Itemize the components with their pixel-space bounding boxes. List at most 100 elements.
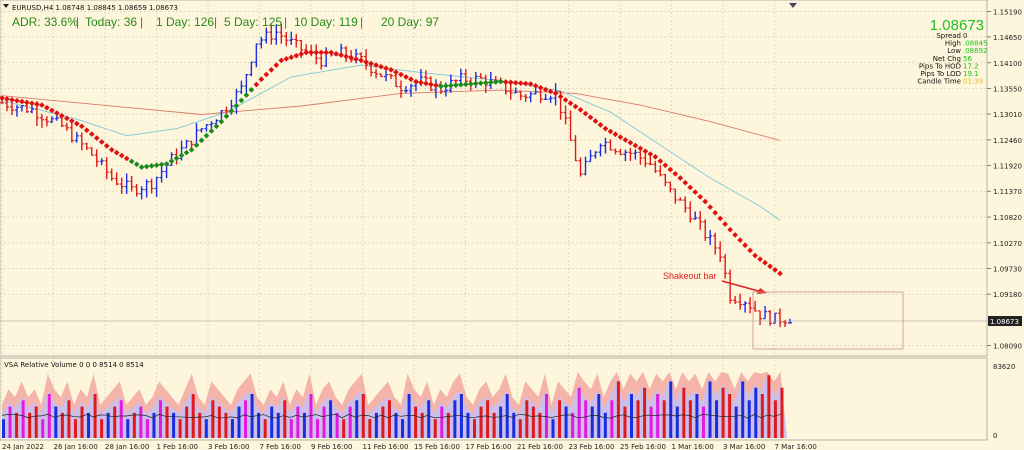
- ema-dot: [557, 93, 564, 100]
- volume-bar: [178, 419, 182, 438]
- volume-bar: [551, 419, 555, 438]
- ema-dot: [587, 114, 594, 121]
- x-tick-label: 21 Feb 16:00: [517, 443, 563, 450]
- volume-bar: [132, 412, 136, 438]
- volume-bar: [145, 419, 149, 438]
- volume-bar: [257, 412, 261, 438]
- ema-dot: [727, 226, 733, 233]
- volume-bar: [309, 394, 313, 438]
- ohlc-bar: [408, 83, 413, 97]
- volume-tick-label: 83620: [993, 363, 1015, 371]
- volume-bar: [302, 412, 306, 438]
- volume-bar: [544, 394, 548, 438]
- collapse-arrow-icon[interactable]: [3, 4, 9, 8]
- volume-bar: [486, 400, 490, 438]
- volume-bar: [106, 412, 110, 438]
- ohlc-bar: [568, 110, 573, 141]
- volume-bar: [230, 419, 234, 438]
- ohlc-bar: [748, 297, 753, 314]
- ohlc-bar: [214, 119, 219, 125]
- volume-bar: [525, 400, 529, 438]
- ema-dot: [68, 118, 75, 124]
- adr-sep-5: |: [360, 15, 363, 29]
- volume-bar: [60, 412, 64, 438]
- ohlc-bar: [294, 34, 299, 48]
- volume-bar: [590, 406, 594, 438]
- x-tick-label: 23 Feb 16:00: [569, 443, 615, 450]
- scroll-arrow-icon[interactable]: [789, 3, 797, 8]
- volume-bar: [387, 400, 391, 438]
- info-row-label: Spread: [936, 32, 961, 40]
- info-row-label: Net Chg: [933, 55, 961, 63]
- ohlc-bar: [259, 36, 264, 49]
- adr-sep-2: |: [140, 15, 143, 29]
- y-tick-label: 1.14650: [993, 34, 1022, 42]
- ohlc-bar: [124, 173, 129, 194]
- volume-bar: [54, 406, 58, 438]
- ema-dot: [712, 209, 719, 216]
- info-price: 1.08673: [930, 17, 984, 34]
- info-row-value: 0: [963, 32, 967, 40]
- ema-dot: [702, 198, 709, 205]
- ema-dot: [268, 67, 275, 73]
- volume-bar: [28, 412, 32, 438]
- ema-dot: [612, 131, 619, 138]
- adr-sep-3: |: [214, 15, 217, 29]
- x-tick-label: 3 Feb 16:00: [208, 443, 249, 450]
- ema-dot: [418, 79, 424, 86]
- volume-bar: [211, 400, 215, 438]
- volume-bar: [172, 412, 176, 438]
- ema-dot: [98, 139, 105, 145]
- info-row-value: .08692: [963, 47, 988, 55]
- volume-bar: [289, 419, 293, 438]
- ohlc-bar: [708, 230, 713, 245]
- ema-dot: [667, 166, 674, 173]
- ema-dot: [88, 131, 95, 137]
- ema-dot: [433, 82, 439, 89]
- ema-dot: [103, 143, 110, 149]
- ohlc-bar: [39, 114, 44, 128]
- y-tick-label: 1.13010: [993, 111, 1022, 119]
- volume-bar: [159, 400, 162, 438]
- ohlc-bar: [663, 173, 668, 187]
- ema-dot: [747, 247, 753, 254]
- ohlc-bar: [79, 132, 84, 151]
- current-price-text: 1.08673: [990, 318, 1019, 326]
- ema-dot: [717, 215, 724, 222]
- ohlc-bar: [753, 300, 758, 312]
- volume-bar: [244, 400, 248, 438]
- ema-dot: [737, 237, 743, 243]
- shakeout-annotation: Shakeout bar: [663, 271, 717, 281]
- volume-bar: [329, 400, 333, 438]
- volume-bar: [675, 406, 679, 438]
- ohlc-bar: [713, 232, 718, 255]
- y-tick-label: 1.10820: [993, 214, 1022, 222]
- ohlc-bar: [84, 142, 89, 150]
- volume-bar: [80, 406, 84, 438]
- volume-bar: [420, 412, 424, 438]
- ema-dot: [223, 113, 230, 120]
- ema-dot: [517, 80, 524, 86]
- volume-bar: [571, 412, 575, 438]
- volume-bar: [656, 394, 660, 438]
- ohlc-bar: [698, 211, 703, 230]
- info-row-value: 17.2: [963, 62, 979, 70]
- volume-bar: [401, 419, 405, 438]
- ohlc-bar: [139, 186, 144, 200]
- ohlc-bar: [548, 95, 553, 103]
- x-tick-label: 11 Feb 16:00: [363, 443, 409, 450]
- range-box: [752, 291, 904, 350]
- ema-dot: [632, 142, 639, 149]
- ohlc-bar: [648, 156, 653, 166]
- x-tick-label: 28 Jan 16:00: [105, 443, 149, 450]
- ohlc-bar: [319, 55, 324, 70]
- ema-dot: [552, 90, 559, 97]
- ohlc-bar: [269, 24, 274, 45]
- volume-bar: [649, 406, 653, 438]
- ema-dot: [527, 81, 534, 87]
- volume-bar: [499, 406, 503, 438]
- ema-dot: [607, 128, 614, 135]
- ohlc-bar: [618, 148, 623, 156]
- ema-dot: [662, 162, 669, 169]
